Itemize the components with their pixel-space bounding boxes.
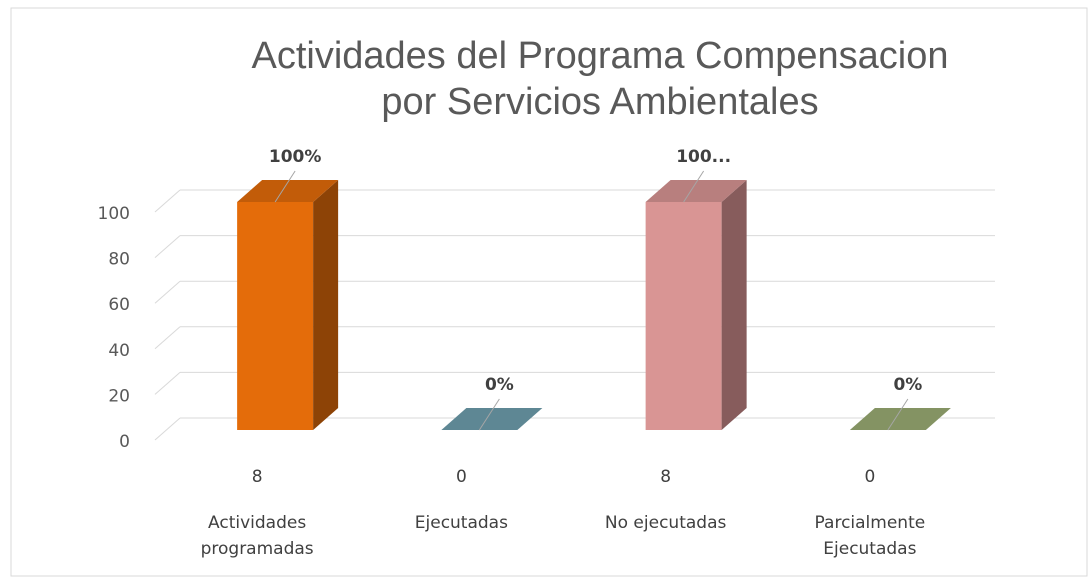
bar [237,202,314,430]
bar-side [313,180,339,430]
grid-line [154,372,181,395]
data-label: 100... [676,147,731,167]
y-tick-label: 20 [108,386,130,406]
leader-line [478,398,500,431]
category-count: 8 [252,467,263,487]
grid-line [154,417,181,441]
grid-line [154,280,181,304]
y-tick-label: 100 [98,204,130,224]
leader-line [683,170,705,203]
bar [645,202,722,430]
bar-top [645,180,747,202]
leader-line [274,170,296,203]
grid-line [154,189,181,213]
data-label: 100% [269,147,322,167]
grid-line [154,326,181,350]
category-count: 0 [864,467,875,487]
bar-top [441,408,543,430]
data-label: 0% [485,375,514,395]
y-tick-label: 40 [108,341,130,361]
chart-title: Actividades del Programa Compensacion por… [251,35,948,123]
grid-line [154,235,181,258]
bar-side [721,180,747,430]
x-tick-label: No ejecutadas [604,513,727,533]
category-count: 8 [660,467,671,487]
chart-border [10,7,1088,577]
leader-line [887,398,909,431]
y-tick-label: 80 [108,250,130,270]
x-tick-label: Ejecutadas [414,513,508,533]
bar-top [849,408,951,430]
x-tick-label: Actividades programadas [200,513,314,559]
bar-top [237,180,339,202]
y-tick-label: 60 [108,295,130,315]
x-tick-label: Parcialmente Ejecutadas [814,513,926,559]
y-tick-label: 0 [119,432,130,452]
data-label: 0% [893,375,922,395]
category-count: 0 [456,467,467,487]
